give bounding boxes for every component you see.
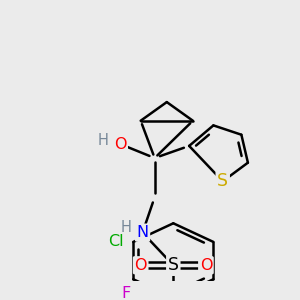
Text: S: S [217,172,228,190]
Text: O: O [114,136,126,152]
Text: O: O [200,258,212,273]
Text: N: N [136,225,148,240]
Text: H: H [98,133,109,148]
Text: Cl: Cl [109,234,124,249]
Text: H: H [120,220,131,235]
Text: O: O [134,258,147,273]
Text: F: F [121,286,130,300]
Text: S: S [168,256,179,274]
